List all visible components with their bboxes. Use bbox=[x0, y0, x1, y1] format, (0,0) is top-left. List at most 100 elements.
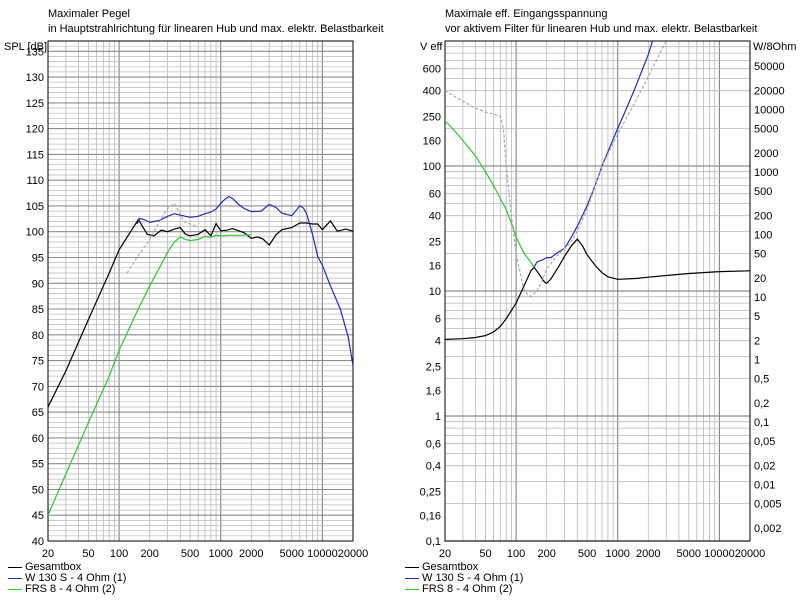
spl-y-tick-label: 135 bbox=[26, 46, 44, 58]
volt-y-tick-label: 250 bbox=[423, 111, 441, 123]
volt-y-tick-label: 40 bbox=[429, 211, 441, 223]
voltage-chart-subtitle: vor aktivem Filter für linearen Hub und … bbox=[445, 23, 757, 35]
legend-label: FRS 8 - 4 Ohm (2) bbox=[25, 583, 116, 595]
volt-y-tick-label: 6 bbox=[435, 314, 441, 326]
spl-x-tick-label: 200 bbox=[141, 548, 159, 560]
volt-y2-tick-label: 100 bbox=[754, 230, 772, 242]
voltage-legend: Gesamtbox W 130 S - 4 Ohm (1) FRS 8 - 4 … bbox=[405, 562, 523, 595]
spl-y-tick-label: 110 bbox=[26, 175, 44, 187]
power-y2-axis-label: W/8Ohm bbox=[753, 41, 796, 53]
volt-series-gesamtbox bbox=[445, 238, 750, 340]
spl-y-axis-label: SPL [dB] bbox=[4, 41, 47, 53]
legend-swatch bbox=[8, 578, 22, 579]
spl-y-tick-label: 85 bbox=[32, 304, 44, 316]
spl-y-tick-label: 65 bbox=[32, 407, 44, 419]
volt-y-tick-label: 1,6 bbox=[426, 386, 441, 398]
spl-series-gesamtbox bbox=[48, 218, 353, 408]
volt-y2-tick-label: 200 bbox=[754, 211, 772, 223]
spl-series-w-130-s-4-ohm-1- bbox=[136, 196, 353, 366]
volt-y2-tick-label: 20000 bbox=[754, 86, 785, 98]
spl-y-tick-label: 105 bbox=[26, 201, 44, 213]
legend-item-w130: W 130 S - 4 Ohm (1) bbox=[8, 573, 126, 584]
legend-label: W 130 S - 4 Ohm (1) bbox=[422, 572, 524, 584]
volt-y2-tick-label: 10000 bbox=[754, 105, 785, 117]
volt-grid bbox=[444, 41, 751, 542]
volt-y-tick-label: 16 bbox=[429, 261, 441, 273]
volt-x-tick-label: 20000 bbox=[735, 548, 766, 560]
volt-y2-tick-label: 5000 bbox=[754, 123, 778, 135]
spl-x-tick-label: 500 bbox=[181, 548, 199, 560]
volt-y-tick-label: 2,5 bbox=[426, 361, 441, 373]
volt-y2-tick-label: 0,5 bbox=[754, 373, 769, 385]
volt-x-tick-label: 5000 bbox=[677, 548, 701, 560]
voltage-chart: Maximale eff. Eingangsspannung vor aktiv… bbox=[420, 8, 797, 560]
legend-swatch bbox=[8, 589, 22, 590]
volt-y2-tick-label: 0,01 bbox=[754, 480, 775, 492]
voltage-chart-title: Maximale eff. Eingangsspannung bbox=[445, 8, 607, 20]
spl-x-tick-label: 20000 bbox=[338, 548, 369, 560]
spl-y-tick-label: 50 bbox=[32, 485, 44, 497]
volt-series-w-130-s-4-ohm-1- bbox=[533, 41, 654, 268]
volt-y2-tick-label: 2000 bbox=[754, 148, 778, 160]
spl-chart-title: Maximaler Pegel bbox=[48, 8, 130, 20]
spl-y-tick-label: 125 bbox=[26, 98, 44, 110]
spl-x-tick-label: 10000 bbox=[307, 548, 338, 560]
legend-swatch bbox=[405, 578, 419, 579]
legend-label: Gesamtbox bbox=[25, 561, 82, 573]
legend-item-gesamtbox: Gesamtbox bbox=[405, 562, 523, 573]
volt-x-tick-label: 10000 bbox=[704, 548, 735, 560]
volt-y2-tick-label: 50000 bbox=[754, 61, 785, 73]
spl-x-tick-label: 1000 bbox=[208, 548, 232, 560]
legend-label: FRS 8 - 4 Ohm (2) bbox=[422, 583, 513, 595]
spl-x-tick-label: 2000 bbox=[239, 548, 263, 560]
volt-y2-tick-label: 50 bbox=[754, 248, 766, 260]
spl-series-frs-8-4-ohm-2- bbox=[48, 234, 252, 516]
voltage-y-axis-label: V eff bbox=[420, 41, 443, 53]
volt-y2-tick-label: 0,1 bbox=[754, 417, 769, 429]
spl-series-dashed-reference-3 bbox=[126, 202, 199, 274]
volt-x-tick-label: 20 bbox=[439, 548, 451, 560]
volt-y2-tick-label: 2 bbox=[754, 336, 760, 348]
volt-x-tick-label: 200 bbox=[538, 548, 556, 560]
volt-y2-tick-label: 0,002 bbox=[754, 523, 782, 535]
volt-y-tick-label: 0,4 bbox=[426, 461, 441, 473]
spl-y-tick-label: 80 bbox=[32, 330, 44, 342]
spl-y-tick-label: 130 bbox=[26, 72, 44, 84]
spl-y-tick-label: 90 bbox=[32, 278, 44, 290]
volt-y-tick-label: 160 bbox=[423, 136, 441, 148]
legend-item-gesamtbox: Gesamtbox bbox=[8, 562, 126, 573]
volt-y-tick-label: 25 bbox=[429, 236, 441, 248]
spl-y-tick-label: 45 bbox=[32, 510, 44, 522]
volt-y-tick-label: 1 bbox=[435, 411, 441, 423]
volt-y-tick-label: 0,25 bbox=[420, 486, 441, 498]
spl-x-tick-label: 5000 bbox=[280, 548, 304, 560]
spl-plot-frame bbox=[47, 40, 354, 542]
spl-y-tick-label: 70 bbox=[32, 381, 44, 393]
volt-y-tick-label: 0,16 bbox=[420, 511, 441, 523]
legend-swatch bbox=[405, 589, 419, 590]
volt-y-tick-label: 4 bbox=[435, 336, 441, 348]
spl-chart: Maximaler Pegel in Hauptstrahlrichtung f… bbox=[4, 8, 384, 560]
spl-grid bbox=[47, 40, 354, 542]
volt-plot-frame bbox=[444, 40, 751, 542]
volt-y2-tick-label: 20 bbox=[754, 273, 766, 285]
legend-item-w130: W 130 S - 4 Ohm (1) bbox=[405, 573, 523, 584]
spl-y-tick-label: 115 bbox=[26, 149, 44, 161]
legend-item-frs8: FRS 8 - 4 Ohm (2) bbox=[8, 584, 126, 595]
volt-y-tick-label: 400 bbox=[423, 86, 441, 98]
spl-y-tick-label: 55 bbox=[32, 459, 44, 471]
volt-series-frs-8-4-ohm-2- bbox=[445, 120, 535, 268]
spl-x-tick-label: 50 bbox=[82, 548, 94, 560]
legend-item-frs8: FRS 8 - 4 Ohm (2) bbox=[405, 584, 523, 595]
spl-y-tick-label: 40 bbox=[32, 536, 44, 548]
spl-x-tick-label: 100 bbox=[110, 548, 128, 560]
legend-swatch bbox=[8, 567, 22, 568]
spl-legend: Gesamtbox W 130 S - 4 Ohm (1) FRS 8 - 4 … bbox=[8, 562, 126, 595]
spl-y-tick-label: 60 bbox=[32, 433, 44, 445]
volt-x-tick-label: 100 bbox=[507, 548, 525, 560]
legend-swatch bbox=[405, 567, 419, 568]
volt-y2-tick-label: 1000 bbox=[754, 167, 778, 179]
volt-y2-tick-label: 0,05 bbox=[754, 436, 775, 448]
legend-label: W 130 S - 4 Ohm (1) bbox=[25, 572, 127, 584]
spl-x-tick-label: 20 bbox=[42, 548, 54, 560]
